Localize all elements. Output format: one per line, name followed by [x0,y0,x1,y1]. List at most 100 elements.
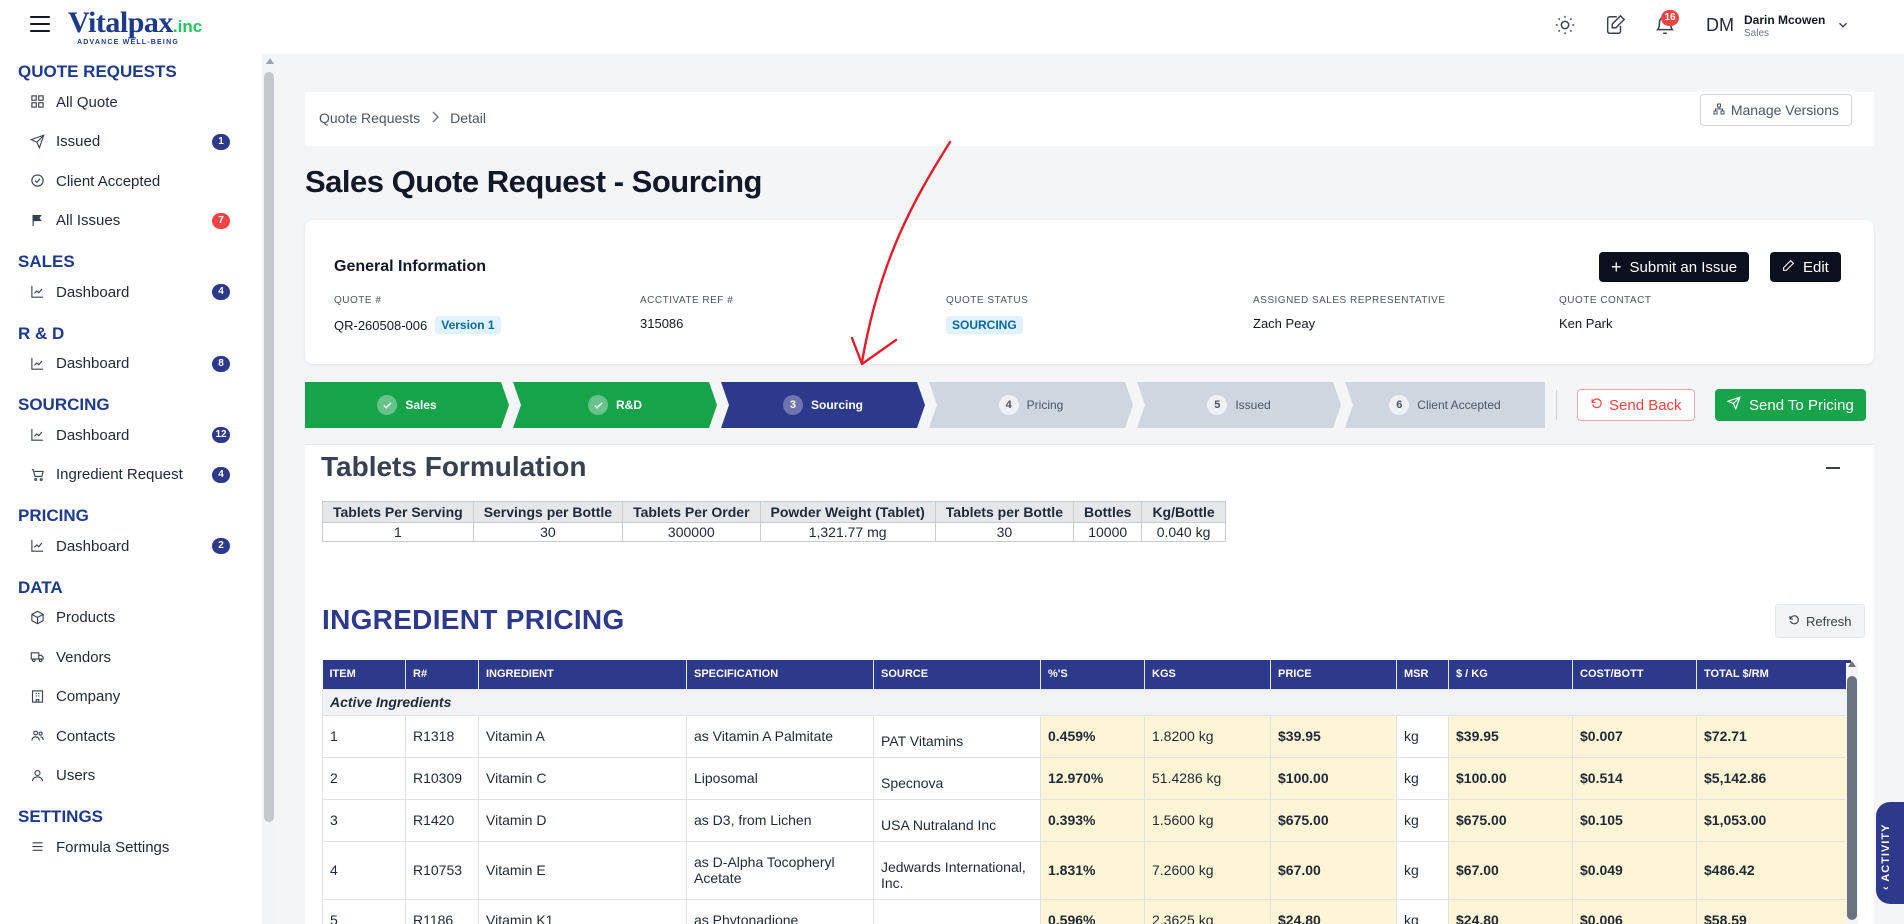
send-to-pricing-button[interactable]: Send To Pricing [1715,389,1866,421]
table-cell: $0.514 [1572,756,1697,800]
step-rnd[interactable]: R&D [513,382,717,428]
pricing-header-cell[interactable]: $ / KG [1448,660,1573,689]
step-sourcing[interactable]: 3 Sourcing [721,382,925,428]
pricing-header-cell[interactable]: R# [405,660,479,689]
sidebar-item-formula-settings[interactable]: Formula Settings [30,833,230,861]
sidebar-item-vendors[interactable]: Vendors [30,643,230,671]
table-row[interactable]: 2 R10309 Vitamin C Liposomal Specnova 12.970%… [322,756,1851,800]
pricing-header-cell[interactable]: SPECIFICATION [686,660,874,689]
sidebar-item-issued[interactable]: Issued 1 [30,128,230,156]
sidebar-section-title: R & D [18,323,65,343]
sidebar-item-client-accepted[interactable]: Client Accepted [30,167,230,195]
manage-versions-button[interactable]: Manage Versions [1699,94,1852,126]
table-cell: $39.95 [1270,714,1397,758]
step-issued[interactable]: 5 Issued [1137,382,1341,428]
step-shape-issued[interactable] [1137,382,1341,428]
sidebar-item-company[interactable]: Company [30,683,230,711]
refresh-button[interactable]: Refresh [1775,604,1865,638]
theme-sun-icon[interactable] [1554,14,1576,36]
acctivate-ref-value: 315086 [640,316,684,331]
sidebar-item-dashboard[interactable]: Dashboard 8 [30,350,230,378]
pricing-header-cell[interactable]: PRICE [1270,660,1397,689]
ingredient-pricing-table-wrap[interactable]: ITEM R# INGREDIENT SPECIFICATION SOURCE %'S KG… [322,660,1851,924]
logo[interactable]: Vitalpax.inc ADVANCE WELL-BEING [68,6,202,46]
refresh-icon [1788,614,1800,629]
table-cell: $0.007 [1572,714,1697,758]
pricing-header-cell[interactable]: MSR [1396,660,1449,689]
acctivate-ref-label: ACCTIVATE REF # [640,295,734,306]
formulation-card: Tablets Formulation Tablets Per Serving S… [305,444,1874,924]
pricing-header-cell[interactable]: INGREDIENT [478,660,687,689]
sidebar-item-dashboard[interactable]: Dashboard 12 [30,421,230,449]
pricing-header-cell[interactable]: TOTAL $/RM [1696,660,1851,689]
table-cell: R1420 [405,798,479,842]
step-sales[interactable]: Sales [305,382,509,428]
undo-icon [1590,397,1603,414]
sidebar-item-label: Users [56,767,96,784]
notification-badge: 16 [1661,10,1679,26]
pricing-header-cell[interactable]: KGS [1144,660,1271,689]
sidebar-badge: 12 [212,427,230,443]
table-cell: $486.42 [1696,840,1851,900]
check-icon [588,395,608,415]
table-row[interactable]: 5 R1186 Vitamin K1 as Phytonadione 0.596% 2.3… [322,898,1851,924]
breadcrumb-quote-requests[interactable]: Quote Requests [319,110,421,126]
box-icon [30,610,46,626]
table-scroll-up-icon[interactable] [1848,661,1856,667]
edit-button[interactable]: Edit [1770,252,1841,282]
sidebar-item-contacts[interactable]: Contacts [30,722,230,750]
step-pricing[interactable]: 4 Pricing [929,382,1133,428]
sidebar-item-dashboard[interactable]: Dashboard 2 [30,532,230,560]
send-back-button[interactable]: Send Back [1577,389,1695,421]
activity-tab[interactable] [1876,802,1904,904]
pricing-header-cell[interactable]: SOURCE [873,660,1041,689]
edit-note-icon[interactable] [1604,14,1626,36]
sidebar-item-label: Company [56,688,121,705]
chart-icon [30,427,46,443]
pricing-header-cell[interactable]: %'S [1040,660,1145,689]
sidebar-scroll-thumb[interactable] [264,72,274,822]
send-to-pricing-label: Send To Pricing [1749,396,1854,414]
table-cell: $72.71 [1696,714,1851,758]
step-label: Client Accepted [1417,398,1501,412]
quote-contact-label: QUOTE CONTACT [1559,295,1652,306]
step-label: Sales [405,398,437,412]
menu-icon[interactable] [30,16,50,32]
submit-issue-button[interactable]: + Submit an Issue [1599,252,1750,282]
collapse-icon[interactable] [1826,467,1840,469]
step-shape-client-accepted[interactable] [1345,382,1545,428]
quote-number-label: QUOTE # [334,295,382,306]
breadcrumb-detail: Detail [450,110,486,126]
pricing-header-cell[interactable]: ITEM [322,660,406,689]
sidebar-item-all-issues[interactable]: All Issues 7 [30,207,230,235]
send-icon [1726,396,1741,414]
sidebar-item-dashboard[interactable]: Dashboard 4 [30,278,230,306]
step-shape-sourcing[interactable] [721,382,925,428]
sidebar-item-users[interactable]: Users [30,762,230,790]
step-shape-pricing[interactable] [929,382,1133,428]
user-name[interactable]: Darin Mcowen [1744,13,1826,27]
sidebar-item-ingredient-request[interactable]: Ingredient Request 4 [30,461,230,489]
sidebar-item-all-quote[interactable]: All Quote [30,88,230,116]
sidebar-scroll-up-icon[interactable] [266,58,274,64]
table-scroll-thumb[interactable] [1847,676,1857,920]
step-shape-rnd[interactable] [513,382,717,428]
step-shape-sales[interactable] [305,382,509,428]
formulation-value-cell: 30 [472,522,624,542]
step-client-accepted[interactable]: 6 Client Accepted [1345,382,1545,428]
formulation-header-cell: Tablets per Bottle [934,501,1074,523]
pricing-header-cell[interactable]: COST/BOTT [1572,660,1697,689]
table-cell: $0.105 [1572,798,1697,842]
formulation-value-cell: 10000 [1072,522,1143,542]
table-cell: 7.2600 kg [1144,840,1271,900]
chevron-down-icon[interactable] [1836,18,1850,32]
avatar[interactable]: DM [1706,15,1734,35]
chevron-right-icon [430,110,440,126]
sidebar-item-products[interactable]: Products [30,604,230,632]
stepper-shapes [305,382,1545,428]
sidebar-badge: 1 [212,133,230,150]
chart-icon [30,284,46,300]
